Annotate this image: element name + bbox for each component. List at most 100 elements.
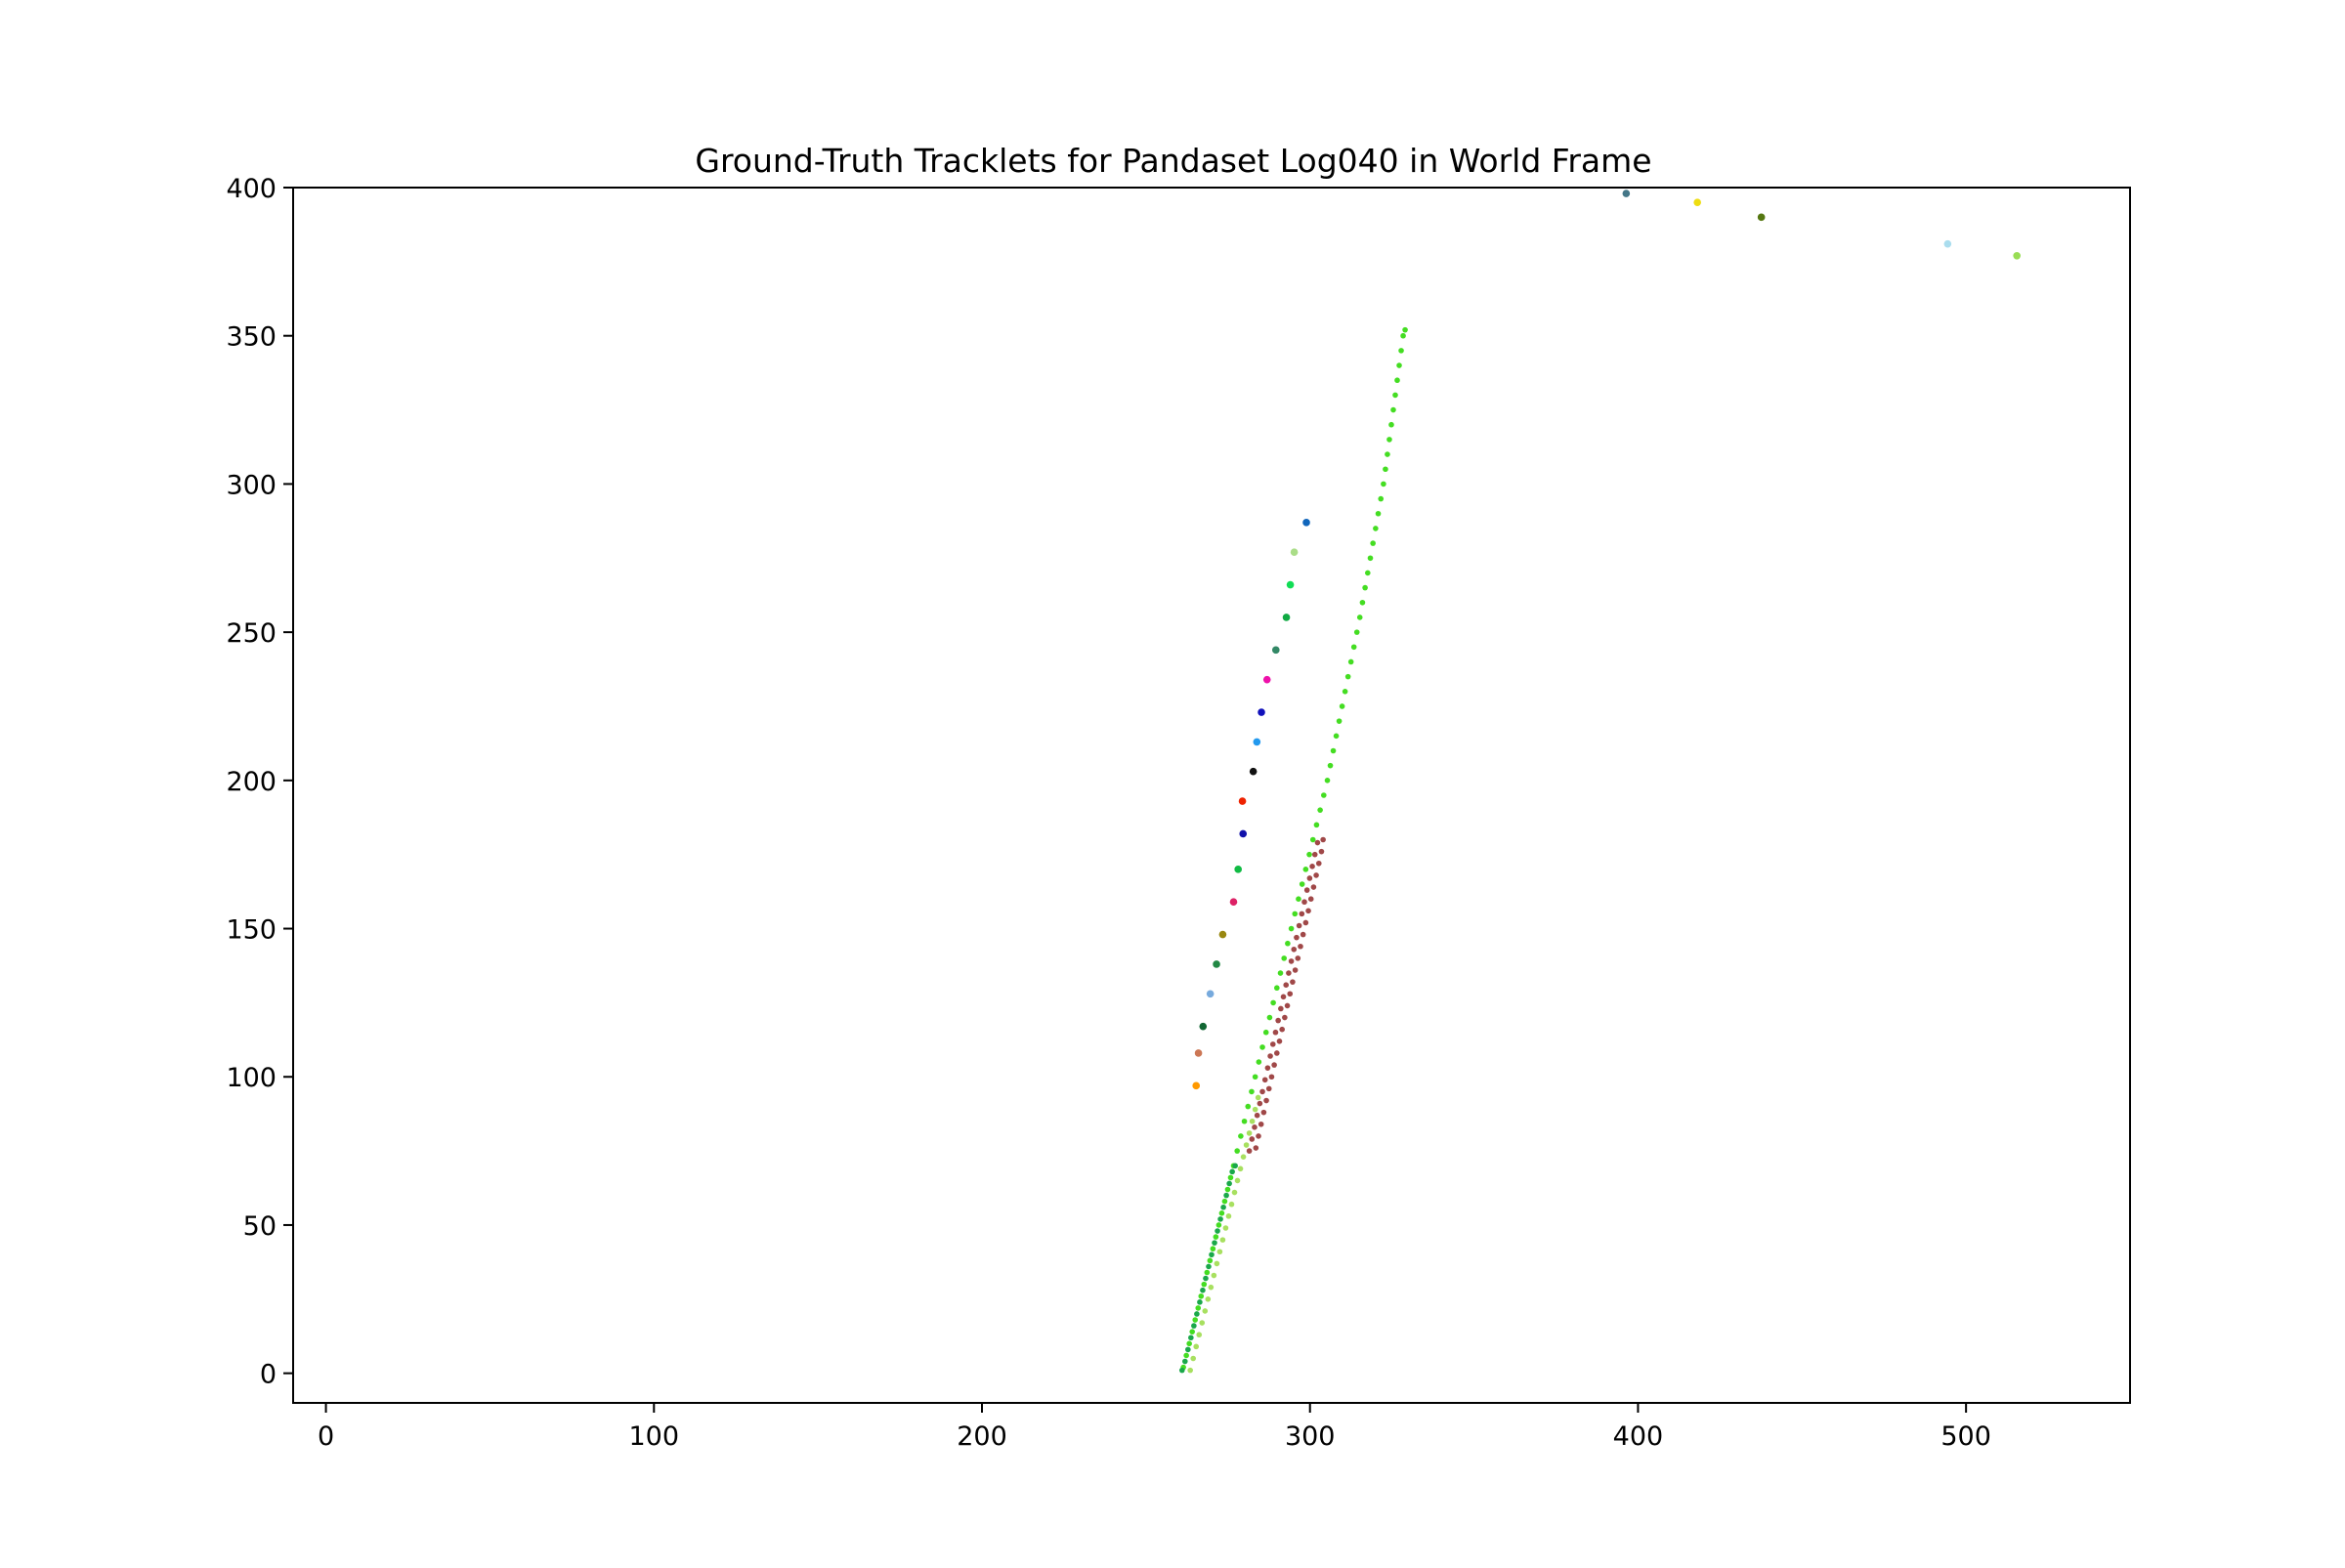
series-16 (1258, 708, 1265, 716)
data-point (1218, 1210, 1225, 1216)
data-point (1272, 646, 1280, 655)
data-point (1342, 689, 1348, 695)
data-point (1336, 718, 1343, 724)
data-point (1231, 1189, 1238, 1196)
data-point (1315, 860, 1322, 867)
data-point (1253, 738, 1261, 746)
data-point (1274, 1050, 1280, 1056)
y-axis: 0 50 100 150 200 250 300 350 400 (226, 174, 293, 1390)
data-point (1353, 629, 1360, 635)
data-point (1259, 1088, 1265, 1095)
series-15 (1253, 738, 1261, 746)
data-point (1282, 614, 1291, 621)
data-point (1270, 999, 1276, 1006)
data-point (1276, 1038, 1283, 1044)
data-point (1214, 1260, 1220, 1267)
data-point (1262, 1029, 1269, 1036)
data-point (1302, 867, 1309, 872)
data-point (1252, 1074, 1258, 1081)
data-point (1310, 884, 1317, 890)
data-point (1291, 946, 1298, 953)
data-point (1359, 599, 1366, 606)
data-point (1223, 1192, 1229, 1199)
data-point (1268, 1074, 1275, 1081)
data-point (1275, 1017, 1281, 1024)
data-point (1263, 1097, 1269, 1104)
series-20 (1286, 580, 1295, 589)
data-point (1298, 943, 1303, 950)
data-point (1295, 955, 1301, 961)
data-point (1196, 1332, 1203, 1338)
data-point (1300, 931, 1306, 938)
data-point (1290, 548, 1299, 556)
data-point (1194, 1049, 1203, 1057)
data-point (1394, 377, 1400, 384)
data-point (1183, 1352, 1189, 1359)
data-point (1402, 326, 1408, 333)
data-point (1205, 1296, 1212, 1302)
data-point (1386, 437, 1392, 443)
data-point (1383, 466, 1388, 473)
data-point (1302, 519, 1310, 527)
data-point (1317, 807, 1323, 813)
data-point (1385, 451, 1390, 457)
data-point (1292, 911, 1299, 917)
data-point (1274, 985, 1280, 992)
data-point (1215, 1228, 1220, 1234)
chart-title: Ground-Truth Tracklets for Pandaset Log0… (695, 142, 1651, 180)
data-point (1279, 1026, 1285, 1033)
data-point (1213, 960, 1220, 968)
data-point (1249, 1088, 1255, 1095)
data-point (1199, 1022, 1208, 1031)
data-point (1249, 1118, 1256, 1124)
data-point (1255, 1094, 1261, 1101)
data-point (1228, 1201, 1235, 1208)
data-point (1259, 1044, 1265, 1050)
data-point (1224, 1186, 1231, 1193)
data-point (1253, 1145, 1259, 1151)
series-9 (1218, 930, 1227, 939)
y-tick-label: 200 (226, 767, 277, 797)
data-point (1378, 495, 1385, 502)
data-point (1239, 829, 1248, 838)
data-point (1344, 673, 1351, 680)
data-point (1400, 332, 1406, 339)
data-point (1211, 1272, 1217, 1279)
data-point (1249, 767, 1258, 776)
data-point (1249, 1136, 1256, 1142)
data-point (1232, 1163, 1238, 1169)
data-point (1296, 922, 1302, 929)
data-point (1186, 1340, 1192, 1347)
data-point (1256, 1059, 1262, 1065)
data-point (1266, 1014, 1273, 1021)
data-point (1290, 979, 1296, 985)
series-3 (1246, 836, 1326, 1154)
data-point (1333, 733, 1340, 740)
data-point (1367, 555, 1374, 562)
data-point (1362, 584, 1368, 591)
y-tick-label: 350 (226, 322, 277, 353)
data-point (1252, 1124, 1258, 1130)
y-tick-label: 250 (226, 618, 277, 649)
x-tick-label: 100 (629, 1421, 680, 1452)
data-point (1757, 213, 1766, 222)
series-4 (1192, 1081, 1201, 1090)
x-tick-label: 200 (957, 1421, 1007, 1452)
data-point (1245, 1103, 1252, 1110)
data-point (1188, 1335, 1194, 1341)
data-point (1269, 1041, 1276, 1047)
x-tick-label: 0 (318, 1421, 334, 1452)
data-point (1321, 792, 1327, 798)
data-point (1398, 348, 1404, 354)
data-point (1178, 1367, 1185, 1374)
data-point (1182, 1358, 1188, 1365)
data-point (1237, 1165, 1244, 1172)
data-point (1222, 1225, 1229, 1231)
data-point (1252, 1106, 1258, 1113)
data-point (1271, 1062, 1277, 1068)
series-10 (1229, 898, 1238, 907)
plot-area (1178, 190, 2021, 1374)
data-point (1201, 1281, 1208, 1288)
data-point (1208, 1284, 1215, 1291)
